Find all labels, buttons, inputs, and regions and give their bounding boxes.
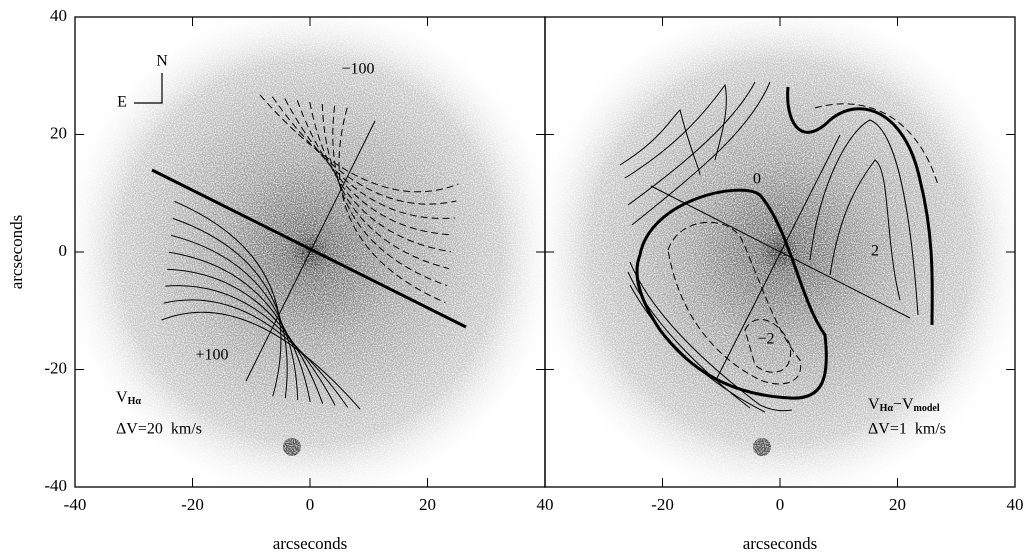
compass-label: E	[117, 94, 127, 111]
contour	[169, 251, 311, 402]
minor-axis	[715, 134, 841, 381]
compass	[134, 73, 163, 104]
contour	[624, 83, 727, 179]
x-axis-label: arcseconds	[273, 534, 348, 553]
y-tick-label: -20	[44, 358, 67, 377]
contour	[163, 299, 349, 408]
contour	[627, 81, 756, 206]
contour	[165, 285, 336, 406]
map-label-part: Hα	[128, 396, 142, 407]
contour	[259, 94, 459, 193]
map-label-part: V	[868, 396, 880, 413]
contour	[332, 105, 448, 287]
x-tick-label: 0	[776, 495, 785, 514]
compass-label: N	[156, 53, 168, 70]
x-tick-label: 40	[537, 495, 554, 514]
x-axis-label: arcseconds	[743, 534, 818, 553]
map-label-part: V	[116, 389, 128, 406]
contour	[161, 311, 361, 410]
contour	[321, 103, 450, 270]
x-tick-label: -20	[181, 495, 204, 514]
x-tick-label: -40	[64, 495, 87, 514]
step-label: ΔV=20 km/s	[116, 421, 202, 438]
contour	[631, 81, 771, 226]
contour	[170, 234, 299, 401]
y-axis-label: arcseconds	[7, 215, 26, 290]
x-tick-label: -20	[651, 495, 674, 514]
step-label: ΔV=1 km/s	[868, 421, 946, 438]
contour-label: 2	[871, 243, 879, 260]
contour	[667, 221, 802, 385]
y-tick-label: 0	[59, 241, 68, 260]
contour	[167, 268, 324, 404]
x-tick-label: 20	[889, 495, 906, 514]
contour	[629, 284, 766, 413]
contour	[829, 159, 901, 301]
contour-label: 0	[753, 171, 761, 188]
map-label: VHα	[116, 389, 141, 408]
contour	[174, 200, 282, 397]
map-label-part: −V	[893, 396, 914, 413]
contour-label: −2	[757, 331, 774, 348]
contour	[271, 96, 457, 205]
contour-label: −100	[341, 61, 374, 78]
major-axis	[151, 168, 467, 329]
x-tick-label: 40	[1007, 495, 1024, 514]
map-label: VHα−Vmodel	[868, 396, 940, 415]
galaxy-image	[545, 17, 1015, 487]
contours	[151, 94, 467, 410]
contour	[338, 107, 446, 304]
y-tick-label: 20	[50, 123, 67, 142]
contour	[809, 119, 919, 316]
zero-contour	[786, 86, 934, 326]
y-tick-label: 40	[50, 6, 67, 25]
contour	[296, 100, 453, 236]
minor-axis	[245, 120, 376, 382]
axes: -40 -20 0 20 40-40-2002040arcsecondsarcsecon…	[7, 6, 1024, 553]
contour	[309, 102, 451, 253]
contour	[744, 318, 792, 373]
contour	[814, 103, 939, 186]
contour	[619, 109, 701, 176]
contour	[629, 261, 793, 412]
map-label-part: Hα	[880, 403, 894, 414]
contour	[284, 98, 455, 219]
map-label-part: model	[914, 403, 940, 414]
contour	[172, 217, 288, 399]
contours	[619, 81, 939, 413]
x-tick-label: 20	[419, 495, 436, 514]
y-tick-label: -40	[44, 476, 67, 495]
contour-label: +100	[195, 347, 228, 364]
x-tick-label: 0	[306, 495, 315, 514]
